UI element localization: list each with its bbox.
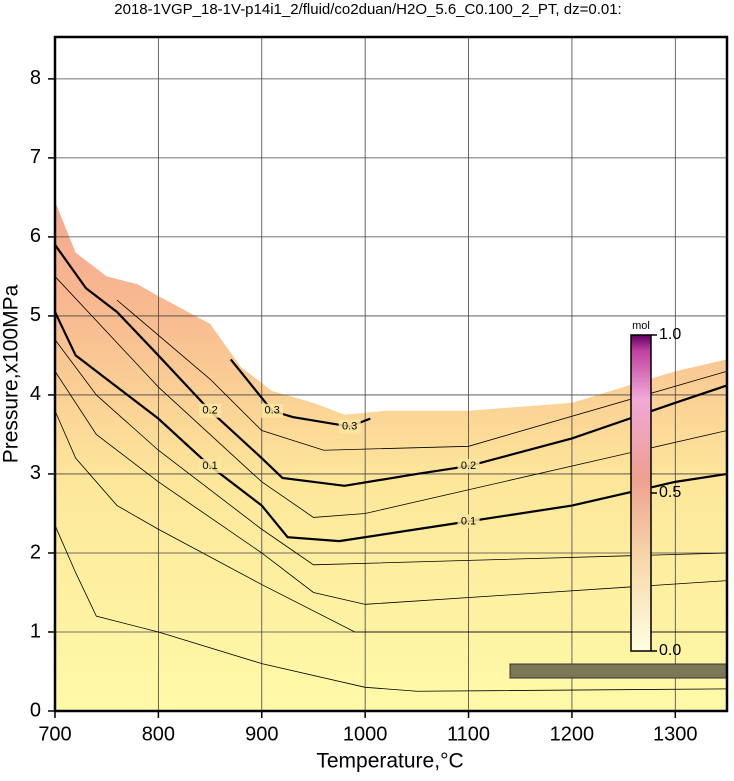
contour-line [54, 339, 728, 566]
contour-label-bg [457, 514, 480, 529]
x-tick-label: 700 [38, 723, 71, 745]
contour-label: 0.1 [461, 515, 476, 527]
contour-line [54, 244, 728, 487]
contour-label-bg [338, 419, 361, 434]
y-tick-label: 1 [30, 620, 41, 642]
contour-line [54, 525, 728, 692]
x-tick-label: 800 [142, 723, 175, 745]
colorbar-label: mol [632, 320, 650, 332]
chart-title: 2018-1VGP_18-1V-p14i1_2/fluid/co2duan/H2… [114, 1, 621, 18]
colorbar-tick-label: 0.5 [659, 484, 681, 501]
contour-line [54, 371, 728, 605]
contour-label: 0.1 [202, 460, 217, 472]
x-tick-label: 1300 [653, 723, 698, 745]
y-tick-label: 7 [30, 146, 41, 168]
contour-label: 0.2 [202, 405, 217, 417]
colorbar [630, 334, 652, 652]
contour-line [54, 410, 727, 633]
y-tick-label: 5 [30, 304, 41, 326]
x-tick-label: 1000 [343, 723, 388, 745]
contour-line [54, 276, 728, 518]
scale-bar [509, 663, 728, 679]
y-tick-label: 0 [30, 699, 41, 721]
y-tick-label: 4 [30, 383, 41, 405]
contour-label: 0.2 [461, 460, 476, 472]
contour-label-bg [199, 459, 222, 474]
y-tick-label: 2 [30, 541, 41, 563]
x-tick-label: 900 [245, 723, 278, 745]
data-domain [55, 201, 727, 712]
contour-label-bg [261, 403, 284, 418]
y-tick-label: 8 [30, 67, 41, 89]
y-tick-label: 3 [30, 462, 41, 484]
x-tick-label: 1100 [447, 723, 490, 745]
x-tick-label: 1200 [550, 723, 595, 745]
contour-label: 0.3 [342, 420, 357, 432]
contour-label-bg [199, 403, 222, 418]
contour-label-bg [457, 459, 480, 474]
y-tick-label: 6 [30, 225, 41, 247]
contour-line [116, 299, 728, 451]
x-axis-label: Temperature,°C [316, 750, 463, 773]
colorbar-tick-label: 0.0 [659, 642, 681, 659]
y-axis-label: Pressure,x100MPa [0, 284, 23, 463]
contour-label: 0.3 [264, 405, 279, 417]
frame [53, 35, 729, 713]
colorbar-tick-label: 1.0 [659, 326, 681, 343]
contour-line [54, 311, 728, 543]
